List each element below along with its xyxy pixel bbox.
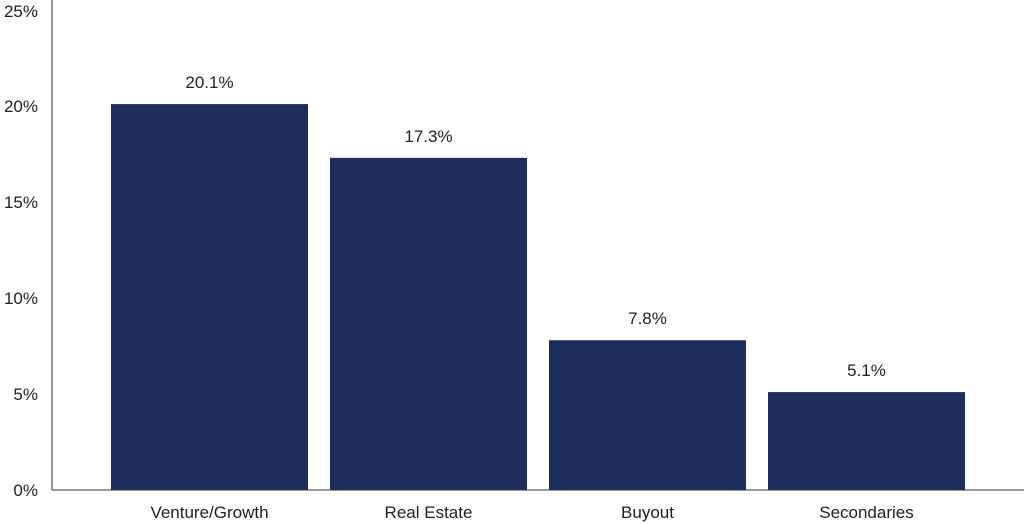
y-tick-label: 5% — [13, 385, 38, 404]
data-label: 7.8% — [628, 309, 667, 328]
x-tick-label: Real Estate — [385, 503, 473, 522]
bar — [111, 104, 308, 490]
bar — [768, 392, 965, 490]
y-tick-label: 20% — [4, 97, 38, 116]
bar — [549, 340, 746, 490]
y-tick-label: 0% — [13, 481, 38, 500]
data-labels-group: 20.1% 17.3% 7.8% 5.1% — [185, 73, 885, 380]
x-tick-label: Secondaries — [819, 503, 914, 522]
y-tick-label: 15% — [4, 193, 38, 212]
category-labels-group: Venture/Growth Real Estate Buyout Secondari… — [150, 503, 913, 522]
y-tick-label: 10% — [4, 289, 38, 308]
data-label: 20.1% — [185, 73, 233, 92]
data-label: 17.3% — [404, 127, 452, 146]
bars-group — [111, 104, 965, 490]
y-tick-label: 25% — [4, 2, 38, 21]
data-label: 5.1% — [847, 361, 886, 380]
bar — [330, 157, 527, 490]
x-tick-label: Venture/Growth — [150, 503, 268, 522]
x-tick-label: Buyout — [621, 503, 674, 522]
y-axis-ticks: 0% 5% 10% 15% 20% 25% — [4, 2, 38, 500]
